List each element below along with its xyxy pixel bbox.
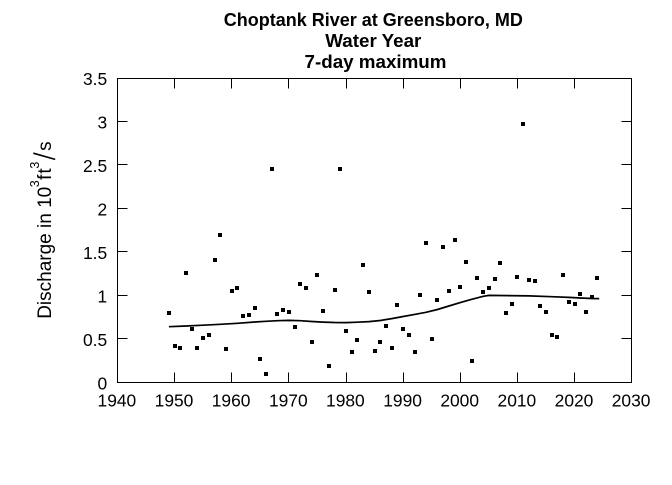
svg-text:3: 3	[28, 180, 42, 187]
svg-text:2020: 2020	[555, 391, 594, 411]
svg-text:2.5: 2.5	[83, 156, 107, 176]
svg-text:3.5: 3.5	[83, 69, 107, 89]
svg-text:Discharge in 10: Discharge in 10	[35, 187, 56, 319]
svg-text:1970: 1970	[269, 391, 308, 411]
svg-text:1980: 1980	[326, 391, 365, 411]
svg-text:1960: 1960	[212, 391, 251, 411]
svg-text:3: 3	[98, 113, 108, 133]
svg-text:ft: ft	[35, 167, 56, 180]
svg-text:1: 1	[98, 286, 108, 306]
svg-text:1940: 1940	[98, 391, 137, 411]
svg-text:2010: 2010	[498, 391, 537, 411]
svg-text:2030: 2030	[612, 391, 651, 411]
svg-text:3: 3	[28, 162, 42, 169]
svg-text:Choptank River at Greensboro,: Choptank River at Greensboro, MD	[224, 10, 523, 30]
svg-text:0: 0	[98, 373, 108, 393]
svg-text:2: 2	[98, 200, 108, 220]
svg-text:0.5: 0.5	[83, 330, 107, 350]
svg-text:Water Year: Water Year	[325, 30, 422, 51]
svg-text:2000: 2000	[440, 391, 479, 411]
svg-text:s: s	[35, 141, 56, 151]
svg-text:1950: 1950	[155, 391, 194, 411]
svg-text:1.5: 1.5	[83, 243, 107, 263]
svg-text:1990: 1990	[383, 391, 422, 411]
svg-text:7-day maximum: 7-day maximum	[305, 51, 447, 72]
